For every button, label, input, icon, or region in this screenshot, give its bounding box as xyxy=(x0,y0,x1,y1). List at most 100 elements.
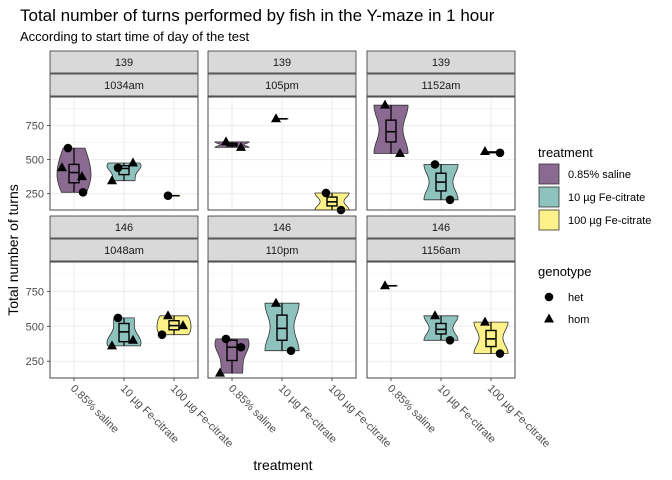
data-point-het xyxy=(430,160,440,169)
facet-strip-box xyxy=(207,50,357,74)
group-10-g-fe-citrate xyxy=(264,297,300,356)
box-iqr xyxy=(68,163,80,184)
facet-strip-box xyxy=(207,215,357,239)
data-point-hom xyxy=(128,157,138,167)
data-point-hom xyxy=(215,367,225,377)
legend-symbol-het xyxy=(544,292,554,302)
x-tick-label: 0.85% saline xyxy=(385,383,438,436)
legend-label-het: het xyxy=(568,292,583,304)
y-tick-label: 750 xyxy=(26,121,44,133)
y-tick-label: 500 xyxy=(26,155,44,167)
facet-strip-box xyxy=(49,238,199,262)
facet-strip-label: 105pm xyxy=(265,80,299,92)
facet-strip-label: 146 xyxy=(432,222,450,234)
data-point-hom xyxy=(430,310,440,320)
facet-strip-label: 146 xyxy=(115,222,133,234)
legend-label-0-85-saline: 0.85% saline xyxy=(568,169,631,181)
data-point-hom xyxy=(128,334,138,344)
data-point-het xyxy=(78,188,88,197)
facet-strip-box xyxy=(49,215,199,239)
data-point-hom xyxy=(480,145,490,155)
data-point-het xyxy=(157,330,167,339)
legend-label-10-g-fe-citrate: 10 µg Fe-citrate xyxy=(568,192,645,204)
legend-label-100-g-fe-citrate: 100 µg Fe-citrate xyxy=(568,215,651,227)
panel-border xyxy=(207,96,357,211)
group-10-g-fe-citrate xyxy=(423,310,459,345)
data-point-hom xyxy=(395,148,405,157)
legend-swatch-0-85-saline xyxy=(538,163,560,185)
group-10-g-fe-citrate xyxy=(106,157,142,185)
data-point-hom xyxy=(271,297,281,307)
x-axis-title: treatment xyxy=(253,457,312,473)
data-point-het xyxy=(163,191,173,201)
group-100-g-fe-citrate xyxy=(480,145,505,158)
chart-subtitle: According to start time of day of the te… xyxy=(20,29,249,44)
group-10-g-fe-citrate xyxy=(423,160,459,205)
data-point-hom xyxy=(480,316,490,326)
data-point-hom xyxy=(236,141,246,151)
group-10-g-fe-citrate xyxy=(271,113,289,123)
violin-10-g-fe-citrate xyxy=(423,315,459,341)
group-0-85-saline xyxy=(214,136,250,151)
facet-strip-box xyxy=(207,73,357,97)
x-tick-label: 0.85% saline xyxy=(68,383,121,436)
facet-strip-label: 1152am xyxy=(422,80,461,92)
facet-strip-box xyxy=(207,238,357,262)
facet-strip-label: 146 xyxy=(273,222,291,234)
chart-title: Total number of turns performed by fish … xyxy=(20,6,495,25)
group-100-g-fe-citrate xyxy=(473,316,509,358)
facet-strip-label: 1048am xyxy=(104,245,144,257)
y-tick-label: 250 xyxy=(26,189,44,201)
data-point-hom xyxy=(107,175,117,185)
group-100-g-fe-citrate xyxy=(163,191,181,201)
facet-strip-label: 139 xyxy=(432,57,450,69)
data-point-het xyxy=(495,349,505,358)
legend: treatment genotype 0.85% saline 10 µg Fe-… xyxy=(538,145,651,326)
group-0-85-saline xyxy=(56,143,92,197)
facet-1: 139 1034am 250 500 750 xyxy=(26,50,199,211)
facet-strip-box xyxy=(49,50,199,74)
facet-grid: 139 1034am 250 500 750 139 105pm 139 1152am 146 10… xyxy=(26,50,552,450)
facet-strip-box xyxy=(366,50,516,74)
x-tick-label: 0.85% saline xyxy=(226,383,279,436)
group-100-g-fe-citrate xyxy=(314,188,350,215)
data-point-hom xyxy=(380,280,390,290)
facet-strip-box xyxy=(366,238,516,262)
violin-10-g-fe-citrate xyxy=(264,302,300,352)
panel-border xyxy=(366,96,516,211)
violin-0-85-saline xyxy=(373,104,409,154)
legend-symbol-hom xyxy=(544,313,554,323)
y-tick-label: 750 xyxy=(26,286,44,298)
data-point-hom xyxy=(57,162,67,172)
data-point-het xyxy=(113,313,123,323)
facet-strip-box xyxy=(366,73,516,97)
group-0-85-saline xyxy=(214,334,250,377)
data-point-hom xyxy=(271,113,281,123)
data-point-het xyxy=(236,342,246,352)
data-point-het xyxy=(113,163,123,173)
facet-2: 139 105pm xyxy=(207,50,357,215)
facet-3: 139 1152am xyxy=(366,50,516,211)
facet-strip-label: 1156am xyxy=(422,245,461,257)
group-0-85-saline xyxy=(373,99,409,157)
data-point-het xyxy=(445,335,455,345)
data-point-hom xyxy=(221,136,231,146)
legend-swatch-100-g-fe-citrate xyxy=(538,209,560,231)
legend-label-hom: hom xyxy=(568,314,589,326)
data-point-het xyxy=(221,334,231,344)
y-axis-title: Total number of turns xyxy=(5,184,21,316)
data-point-hom xyxy=(380,99,390,109)
data-point-het xyxy=(321,188,331,198)
data-point-hom xyxy=(178,320,188,330)
facet-strip-label: 139 xyxy=(115,57,133,69)
data-point-het xyxy=(63,143,73,153)
data-point-het xyxy=(445,195,455,205)
y-tick-label: 500 xyxy=(26,321,44,333)
group-100-g-fe-citrate xyxy=(156,310,192,339)
legend-genotype-title: genotype xyxy=(538,264,592,279)
data-point-het xyxy=(495,148,505,158)
data-point-hom xyxy=(107,340,117,350)
